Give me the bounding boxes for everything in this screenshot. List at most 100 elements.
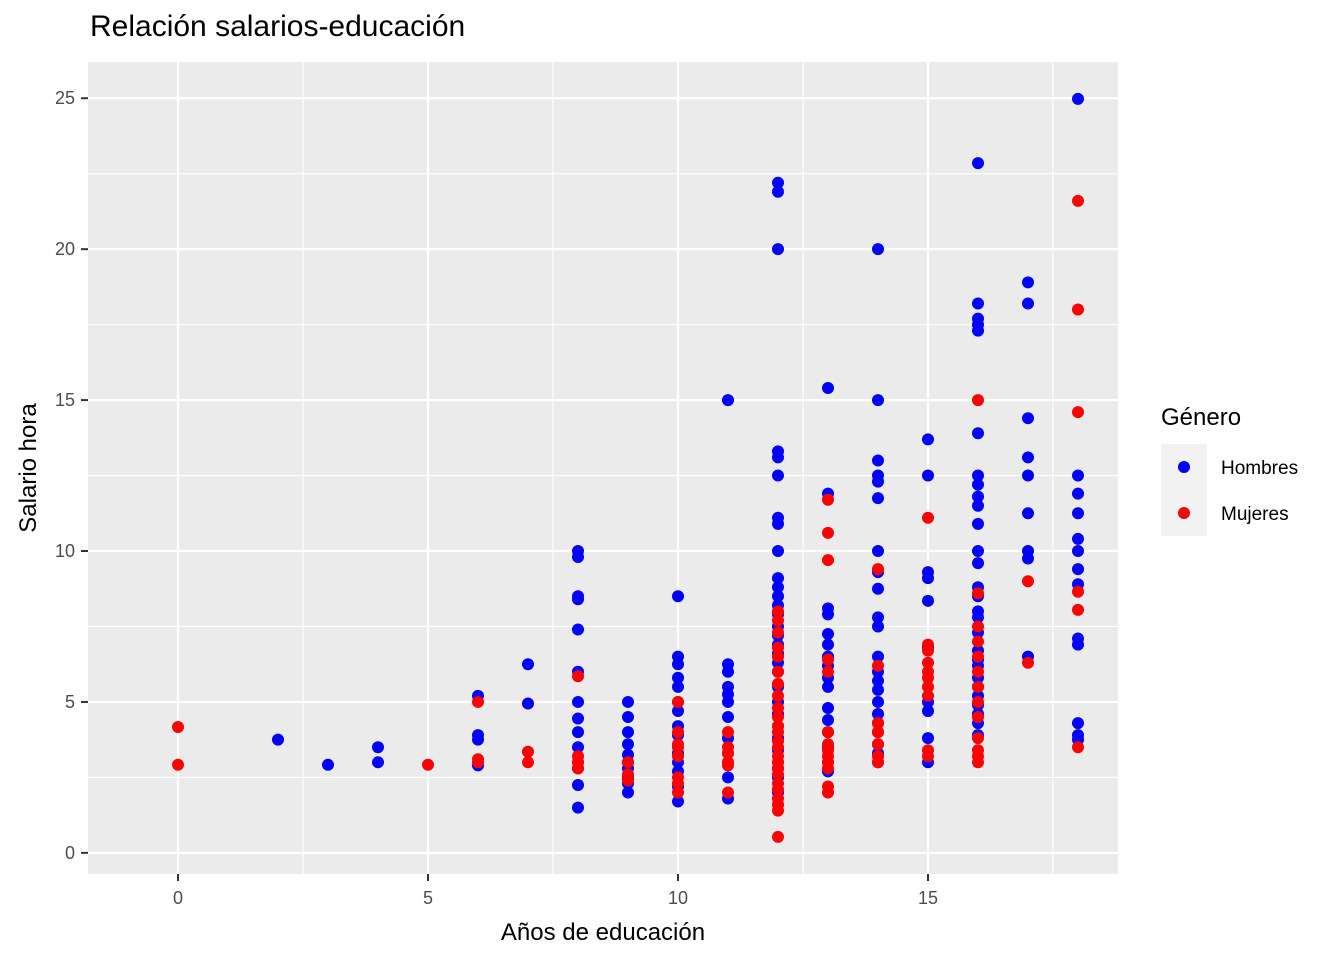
legend-marker-mujeres <box>1178 507 1190 519</box>
point-hombres <box>772 185 784 198</box>
point-hombres <box>772 176 784 189</box>
point-mujeres <box>972 587 984 600</box>
point-hombres <box>722 711 734 724</box>
point-hombres <box>522 697 534 710</box>
grid-minor <box>88 62 1118 874</box>
data-points <box>172 92 1084 843</box>
point-hombres <box>1022 297 1034 310</box>
point-hombres <box>872 454 884 467</box>
point-mujeres <box>772 689 784 702</box>
point-hombres <box>772 451 784 464</box>
point-hombres <box>1072 532 1084 545</box>
point-mujeres <box>622 756 634 769</box>
x-tick-label: 10 <box>668 888 688 908</box>
y-tick-label: 0 <box>65 843 75 863</box>
point-hombres <box>1072 563 1084 576</box>
point-hombres <box>922 704 934 717</box>
point-hombres <box>622 695 634 708</box>
point-mujeres <box>1072 194 1084 207</box>
legend-label-hombres: Hombres <box>1221 458 1298 479</box>
point-mujeres <box>872 756 884 769</box>
point-mujeres <box>922 671 934 684</box>
point-hombres <box>922 469 934 482</box>
point-mujeres <box>1072 303 1084 316</box>
point-hombres <box>822 701 834 714</box>
point-hombres <box>922 433 934 446</box>
point-mujeres <box>472 695 484 708</box>
point-hombres <box>872 650 884 663</box>
point-hombres <box>522 658 534 671</box>
point-mujeres <box>772 701 784 714</box>
point-hombres <box>1072 545 1084 558</box>
point-hombres <box>872 475 884 488</box>
point-mujeres <box>922 680 934 693</box>
point-mujeres <box>922 750 934 763</box>
grid-major <box>88 62 1118 874</box>
point-hombres <box>872 611 884 624</box>
y-axis-ticks: 0 5 10 15 20 25 <box>55 88 88 863</box>
point-mujeres <box>872 717 884 730</box>
point-hombres <box>872 582 884 595</box>
point-hombres <box>672 590 684 603</box>
point-hombres <box>572 801 584 814</box>
point-hombres <box>822 608 834 621</box>
point-mujeres <box>672 750 684 763</box>
point-mujeres <box>1022 656 1034 669</box>
point-hombres <box>1072 638 1084 651</box>
point-mujeres <box>672 695 684 708</box>
point-hombres <box>1022 276 1034 289</box>
point-hombres <box>1072 507 1084 520</box>
point-hombres <box>972 611 984 624</box>
point-hombres <box>1022 412 1034 425</box>
point-hombres <box>1022 451 1034 464</box>
point-mujeres <box>772 768 784 781</box>
point-hombres <box>572 623 584 636</box>
point-hombres <box>372 756 384 769</box>
point-mujeres <box>972 650 984 663</box>
chart-title: Relación salarios-educación <box>90 10 466 43</box>
point-hombres <box>672 704 684 717</box>
point-hombres <box>722 665 734 678</box>
plot-panel <box>88 62 1118 874</box>
legend-marker-hombres <box>1178 461 1190 473</box>
point-hombres <box>572 695 584 708</box>
point-hombres <box>872 243 884 256</box>
point-mujeres <box>772 741 784 754</box>
point-mujeres <box>1072 741 1084 754</box>
point-hombres <box>672 680 684 693</box>
point-hombres <box>822 628 834 641</box>
point-mujeres <box>972 756 984 769</box>
point-mujeres <box>772 726 784 739</box>
point-mujeres <box>772 783 784 796</box>
point-mujeres <box>922 656 934 669</box>
point-mujeres <box>822 762 834 775</box>
point-hombres <box>972 157 984 170</box>
point-hombres <box>1072 717 1084 730</box>
point-mujeres <box>772 677 784 690</box>
point-mujeres <box>1022 575 1034 588</box>
point-hombres <box>772 469 784 482</box>
point-hombres <box>972 557 984 570</box>
point-mujeres <box>722 747 734 760</box>
point-mujeres <box>972 665 984 678</box>
point-hombres <box>572 741 584 754</box>
point-mujeres <box>672 726 684 739</box>
x-axis-ticks: 0 5 10 15 <box>173 874 938 908</box>
point-hombres <box>1072 487 1084 500</box>
point-mujeres <box>172 758 184 771</box>
point-mujeres <box>572 670 584 683</box>
point-mujeres <box>672 741 684 754</box>
point-hombres <box>872 394 884 407</box>
point-hombres <box>972 297 984 310</box>
point-hombres <box>972 517 984 530</box>
point-hombres <box>622 726 634 739</box>
point-mujeres <box>522 745 534 758</box>
point-hombres <box>972 545 984 558</box>
point-hombres <box>872 674 884 687</box>
point-mujeres <box>922 511 934 524</box>
point-hombres <box>972 478 984 491</box>
point-mujeres <box>722 759 734 772</box>
point-mujeres <box>822 726 834 739</box>
y-axis-title: Salario hora <box>15 403 42 533</box>
